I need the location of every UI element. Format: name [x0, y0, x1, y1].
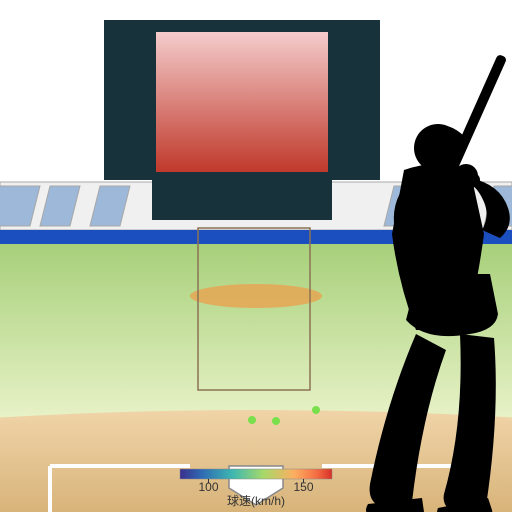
- scoreboard-neck: [152, 180, 332, 220]
- colorbar: [180, 469, 332, 479]
- colorbar-label: 球速(km/h): [227, 494, 285, 508]
- pitchers-mound: [190, 284, 322, 308]
- chart-svg: 100 150 球速(km/h): [0, 0, 512, 512]
- colorbar-tick-label: 100: [198, 480, 218, 494]
- pitch-location-chart: 100 150 球速(km/h): [0, 0, 512, 512]
- scoreboard-panel: [156, 32, 328, 172]
- pitch-marker: [312, 406, 320, 414]
- pitch-marker: [248, 416, 256, 424]
- pitch-marker: [272, 417, 280, 425]
- colorbar-tick-label: 150: [293, 480, 313, 494]
